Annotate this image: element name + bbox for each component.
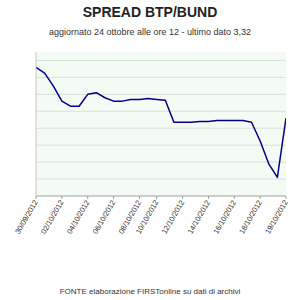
x-tick [113,196,114,199]
x-tick-label: 16/10/2012 [211,199,238,236]
x-tick-label: 04/10/2012 [65,199,92,236]
x-tick-label: 10/10/2012 [134,199,161,236]
x-axis: 30/09/201202/10/201204/10/201206/10/2012… [13,196,290,236]
x-tick [182,196,183,199]
grid-line [36,179,286,180]
x-axis-line [36,196,286,197]
grid-line [36,145,286,146]
data-group [36,67,286,177]
x-tick [139,196,140,199]
grid-line [36,111,286,112]
grid-line [36,60,286,61]
x-tick-label: 06/10/2012 [91,199,118,236]
footer: FONTE elaborazione FIRSTonline su dati d… [60,287,241,296]
x-tick [36,196,37,199]
x-tick-label: 02/10/2012 [39,199,66,236]
x-tick [260,196,261,199]
grid [36,60,286,179]
x-tick [208,196,209,199]
x-tick-label: 18/10/2012 [237,199,264,236]
line [36,67,286,177]
grid-line [36,162,286,163]
x-tick [234,196,235,199]
grid-line [36,128,286,129]
subtitle: aggiornato 24 ottobre alle ore 12 - ulti… [49,27,251,37]
title: SPREAD BTP/BUND [83,4,218,20]
x-tick-label: 12/10/2012 [160,199,187,236]
x-tick-label: 14/10/2012 [186,199,213,236]
grid-line [36,94,286,95]
grid-line [36,77,286,78]
x-tick [87,196,88,199]
x-tick [286,196,287,199]
y-axis-line [36,52,37,196]
x-tick-label: 30/09/2012 [13,199,40,236]
x-tick [156,196,157,199]
chart-svg: SPREAD BTP/BUND aggiornato 24 ottobre all… [0,0,300,300]
plot-background [36,52,286,196]
x-tick [61,196,62,199]
chart-container: SPREAD BTP/BUND aggiornato 24 ottobre all… [0,0,300,300]
x-tick-label: 19/10/2012 [263,199,290,236]
